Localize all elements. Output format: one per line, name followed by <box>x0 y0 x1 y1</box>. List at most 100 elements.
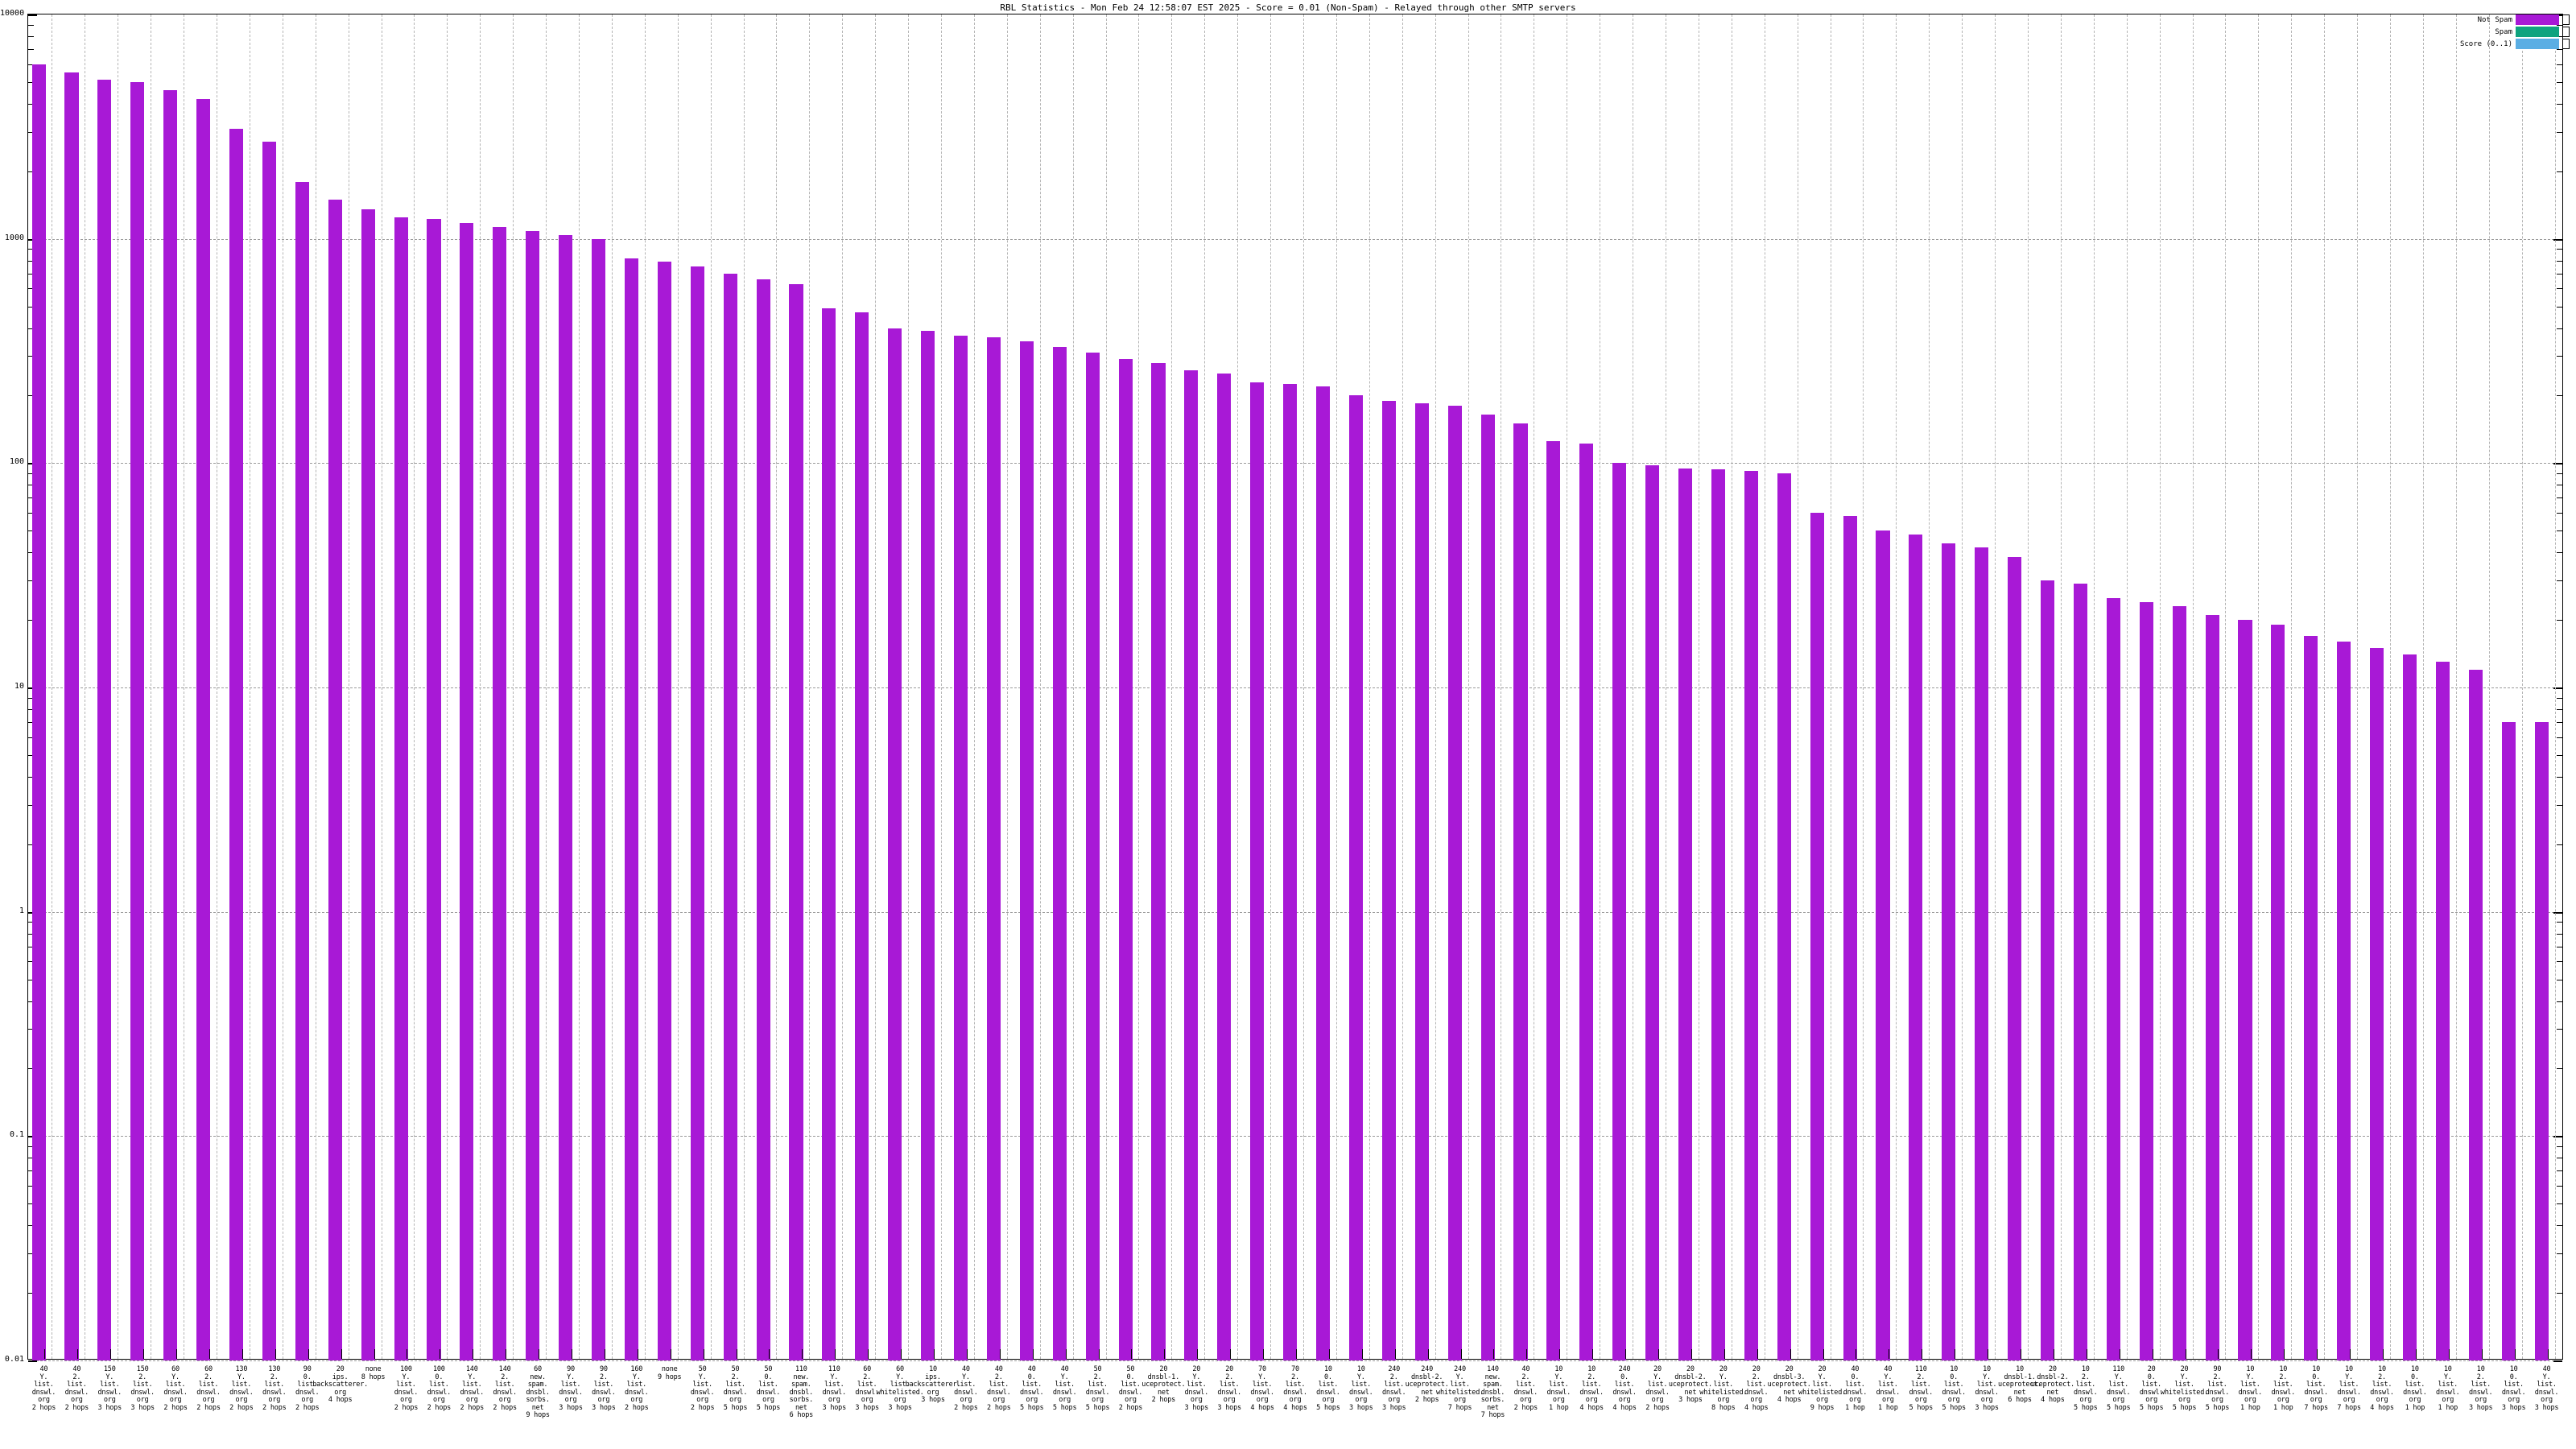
bar <box>1942 543 1956 1360</box>
bar <box>1810 513 1824 1360</box>
x-tick-label: 150 2. list. dnswl. org 3 hops <box>130 1365 155 1412</box>
gridline-vertical <box>2422 14 2424 1359</box>
bar <box>1909 535 1923 1360</box>
legend-item[interactable]: Spam <box>2495 27 2570 37</box>
legend-item[interactable]: Score (0..1) <box>2460 39 2570 49</box>
gridline-vertical <box>941 14 942 1359</box>
y-tick-minor-right <box>2557 530 2562 532</box>
x-tick <box>1460 1349 1462 1359</box>
gridline-vertical <box>1105 14 1107 1359</box>
gridline-vertical <box>2225 14 2227 1359</box>
x-tick-label: 90 2. list. dnswl. org 5 hops <box>2205 1365 2230 1412</box>
bar <box>953 335 968 1360</box>
bar <box>295 181 309 1360</box>
x-tick-label: 10 0. list. dnswl. org 7 hops <box>2304 1365 2328 1412</box>
gridline-vertical <box>1402 14 1403 1359</box>
bar <box>1250 382 1265 1360</box>
y-tick-label: 0.01 <box>4 1355 24 1364</box>
y-tick-major <box>28 1360 37 1362</box>
x-tick <box>1296 1349 1297 1359</box>
legend-item[interactable]: Not Spam <box>2478 14 2570 25</box>
y-tick-minor-right <box>2557 1170 2562 1172</box>
x-tick <box>934 1349 935 1359</box>
x-tick-label: 10 0. list. dnswl. org 5 hops <box>1942 1365 1966 1412</box>
x-tick <box>176 1349 178 1359</box>
x-tick-label: 240 dnsbl-2. uceprotect. net 2 hops <box>1405 1365 1449 1404</box>
x-tick <box>802 1349 803 1359</box>
x-tick-label: 40 Y. list. dnswl. org 2 hops <box>954 1365 978 1412</box>
x-tick-label: 20 dnsbl-2. uceprotect. net 3 hops <box>1668 1365 1712 1404</box>
y-tick-minor-right <box>2557 395 2562 397</box>
x-tick-label: 60 2. list. dnswl. org 3 hops <box>855 1365 879 1412</box>
gridline-vertical <box>1237 14 1239 1359</box>
gridline-vertical <box>710 14 712 1359</box>
x-tick-label: 50 2. list. dnswl. org 5 hops <box>1085 1365 1110 1412</box>
x-tick-label: 90 Y. list. dnswl. org 3 hops <box>559 1365 583 1412</box>
legend-swatch <box>2516 27 2559 37</box>
gridline-vertical <box>513 14 514 1359</box>
y-tick-label: 1 <box>19 906 24 915</box>
gridline-vertical <box>2521 14 2523 1359</box>
y-tick-minor <box>28 844 34 845</box>
y-tick-minor <box>28 1001 34 1002</box>
x-tick-label: 10 0. list. dnswl. org 3 hops <box>2501 1365 2526 1412</box>
bar <box>1480 414 1495 1360</box>
x-tick-label: 20 2. list. dnswl. org 3 hops <box>1217 1365 1241 1412</box>
bar <box>2205 615 2219 1360</box>
bar <box>2435 662 2450 1360</box>
x-tick <box>868 1349 869 1359</box>
x-tick-label: 110 2. list. dnswl. org 5 hops <box>1909 1365 1934 1412</box>
y-tick-minor <box>28 395 34 397</box>
gridline-vertical <box>776 14 778 1359</box>
y-tick-minor <box>28 1293 34 1294</box>
bar <box>460 222 474 1360</box>
gridline-vertical <box>579 14 580 1359</box>
bar <box>2172 606 2186 1360</box>
y-tick-minor <box>28 1146 34 1148</box>
bar <box>229 128 244 1360</box>
x-tick-label: 10 2. list. dnswl. org 4 hops <box>2370 1365 2394 1412</box>
legend-label: Not Spam <box>2477 15 2512 24</box>
x-tick-label: 160 Y. list. dnswl. org 2 hops <box>625 1365 649 1412</box>
x-tick-label: 60 Y. list. dnswl. org 2 hops <box>163 1365 188 1412</box>
bar <box>1513 423 1528 1360</box>
y-tick-minor-right <box>2557 306 2562 308</box>
y-tick-minor <box>28 103 34 105</box>
x-tick-label: 10 2. list. dnswl. org 3 hops <box>2468 1365 2493 1412</box>
gridline-vertical <box>2324 14 2326 1359</box>
legend-bracket <box>2562 14 2570 25</box>
y-tick-minor-right <box>2557 1186 2562 1187</box>
x-tick <box>1757 1349 1758 1359</box>
x-tick-label: 240 2. list. dnswl. org 3 hops <box>1381 1365 1406 1412</box>
bar <box>1184 369 1199 1360</box>
gridline-vertical <box>2028 14 2029 1359</box>
bar <box>1151 362 1166 1360</box>
gridline-vertical <box>1138 14 1140 1359</box>
x-tick-label: 20 Y. list. dnswl. org 2 hops <box>1645 1365 1670 1412</box>
x-tick <box>374 1349 375 1359</box>
x-tick-label: 40 Y. list. dnswl. org 1 hop <box>1876 1365 1901 1412</box>
y-tick-major <box>28 14 37 16</box>
bar <box>2304 635 2318 1360</box>
gridline-horizontal <box>28 1360 2562 1361</box>
x-tick-label: 40 2. list. dnswl. org 2 hops <box>987 1365 1011 1412</box>
x-tick-label: 10 Y. list. dnswl. org 3 hops <box>1349 1365 1373 1412</box>
bar <box>855 312 869 1360</box>
y-tick-minor <box>28 1170 34 1172</box>
x-tick-label: 130 Y. list. dnswl. org 2 hops <box>229 1365 254 1412</box>
gridline-vertical <box>908 14 910 1359</box>
x-tick <box>1065 1349 1067 1359</box>
y-tick-major-right <box>2553 238 2562 241</box>
x-tick-label: 130 2. list. dnswl. org 2 hops <box>262 1365 287 1412</box>
x-tick-label: 50 0. list. dnswl. org 2 hops <box>1118 1365 1143 1412</box>
x-tick-label: 100 Y. list. dnswl. org 2 hops <box>394 1365 419 1412</box>
gridline-vertical <box>1039 14 1041 1359</box>
gridline-vertical <box>2060 14 2062 1359</box>
gridline-vertical <box>414 14 415 1359</box>
x-tick-label: 40 0. list. dnswl. org 1 hop <box>1843 1365 1868 1412</box>
x-tick-label: 140 Y. list. dnswl. org 2 hops <box>460 1365 485 1412</box>
y-tick-minor-right <box>2557 49 2562 51</box>
bar <box>591 238 606 1360</box>
x-tick <box>2415 1349 2417 1359</box>
y-tick-minor <box>28 1225 34 1227</box>
